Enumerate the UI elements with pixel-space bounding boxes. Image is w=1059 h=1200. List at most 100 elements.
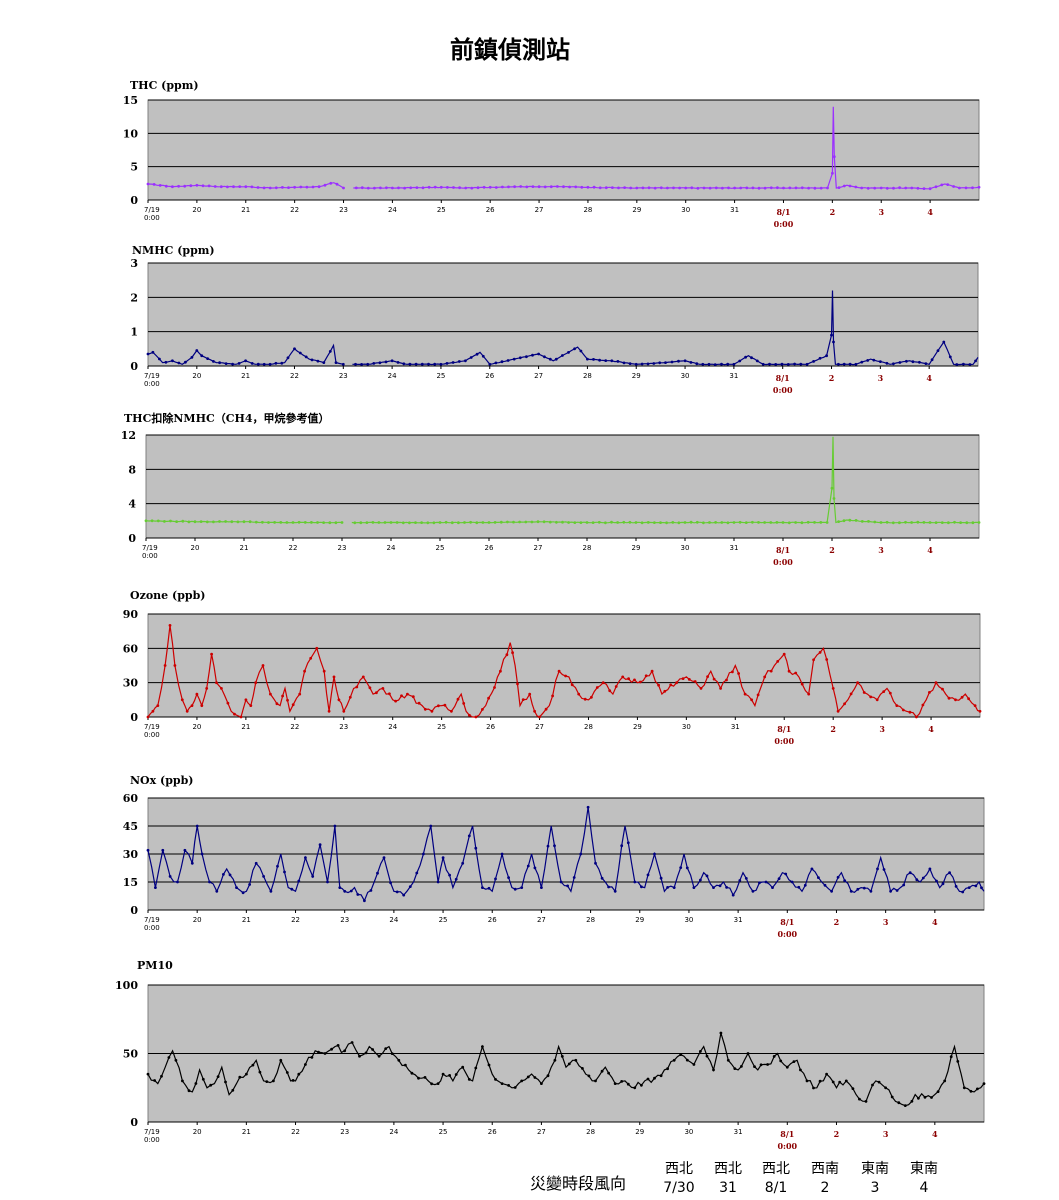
- data-point: [779, 1059, 783, 1063]
- data-point: [627, 677, 630, 681]
- data-point: [354, 362, 357, 366]
- data-point: [948, 355, 952, 359]
- x-tick-label: 8/1: [776, 373, 790, 383]
- data-point: [441, 1072, 445, 1076]
- data-point: [613, 1082, 617, 1085]
- data-point: [777, 877, 781, 880]
- data-point: [670, 360, 674, 364]
- data-point: [426, 521, 430, 525]
- chart-title: THC (ppm): [130, 79, 199, 92]
- x-tick-label: 29: [633, 723, 642, 731]
- x-tick-label: 2: [829, 373, 835, 383]
- data-point: [641, 186, 645, 190]
- data-point: [456, 697, 460, 701]
- data-point: [978, 709, 982, 713]
- x-tick-label: 27: [537, 916, 546, 924]
- data-point: [800, 521, 804, 525]
- x-tick-label: 29: [632, 372, 641, 380]
- data-point: [567, 351, 570, 354]
- data-point: [436, 1082, 440, 1085]
- data-point: [415, 186, 419, 189]
- data-point: [598, 358, 601, 362]
- data-point: [659, 876, 663, 880]
- data-point: [614, 685, 618, 688]
- data-point: [280, 361, 284, 365]
- x-tick-label: 31: [730, 206, 739, 214]
- data-point: [190, 704, 194, 707]
- data-point: [948, 871, 951, 875]
- data-point: [445, 362, 449, 365]
- data-point: [769, 669, 773, 673]
- data-point: [775, 521, 779, 524]
- data-point: [537, 185, 541, 189]
- data-point: [714, 521, 717, 524]
- x-tick-label: 25: [436, 544, 445, 552]
- page-title: 前鎮偵測站: [450, 36, 570, 64]
- wind-date-4: 3: [870, 1180, 880, 1196]
- data-point: [586, 357, 589, 361]
- data-point: [671, 521, 675, 524]
- data-point: [371, 1048, 374, 1051]
- data-point: [566, 884, 569, 888]
- x-tick-label: 23: [340, 1128, 349, 1136]
- data-point: [267, 521, 270, 524]
- data-point: [441, 856, 445, 860]
- data-point: [322, 361, 326, 364]
- data-point: [751, 520, 754, 524]
- data-point: [256, 186, 260, 189]
- data-point: [897, 1101, 901, 1105]
- data-point: [536, 520, 540, 524]
- data-point: [657, 683, 660, 687]
- data-point: [812, 1086, 815, 1090]
- data-point: [310, 521, 313, 524]
- data-point: [787, 669, 791, 673]
- data-point: [469, 356, 473, 359]
- y-tick-label: 2: [130, 291, 138, 304]
- data-point: [949, 1055, 953, 1059]
- wind-table-label: 災變時段風向: [530, 1174, 627, 1193]
- data-point: [837, 362, 840, 366]
- data-point: [628, 520, 632, 524]
- x-tick-label: 3: [878, 207, 884, 217]
- data-point: [272, 1079, 275, 1083]
- data-point: [293, 347, 296, 351]
- data-point: [195, 183, 199, 187]
- data-point: [776, 186, 779, 190]
- data-point: [516, 682, 519, 686]
- x-tick-label: 25: [437, 723, 446, 731]
- x-tick-label: 4: [927, 207, 933, 217]
- data-point: [706, 675, 709, 678]
- wind-dir-1: 西北: [714, 1161, 742, 1177]
- data-point: [335, 182, 339, 186]
- data-point: [525, 355, 528, 359]
- data-point: [505, 653, 509, 657]
- series-line: [147, 625, 981, 718]
- data-point: [366, 186, 370, 190]
- data-point: [400, 694, 403, 698]
- data-point: [971, 186, 974, 190]
- data-point: [592, 185, 596, 189]
- data-point: [607, 885, 610, 889]
- data-point: [573, 521, 577, 524]
- data-point: [469, 520, 472, 524]
- data-point: [146, 182, 150, 186]
- data-point: [219, 185, 223, 189]
- data-point: [879, 360, 882, 363]
- x-tick-label: 3: [878, 373, 884, 383]
- data-point: [254, 861, 258, 865]
- data-point: [163, 664, 167, 667]
- data-point: [819, 186, 823, 190]
- data-point: [838, 1080, 842, 1084]
- wind-date-2: 8/1: [764, 1180, 788, 1196]
- data-point: [488, 362, 492, 366]
- data-point: [759, 1063, 763, 1067]
- data-point: [719, 1031, 723, 1035]
- data-point: [908, 871, 912, 875]
- data-point: [961, 890, 965, 894]
- data-point: [177, 361, 181, 365]
- data-point: [183, 184, 187, 188]
- data-point: [262, 186, 266, 190]
- data-point: [493, 686, 496, 689]
- data-point: [488, 185, 492, 189]
